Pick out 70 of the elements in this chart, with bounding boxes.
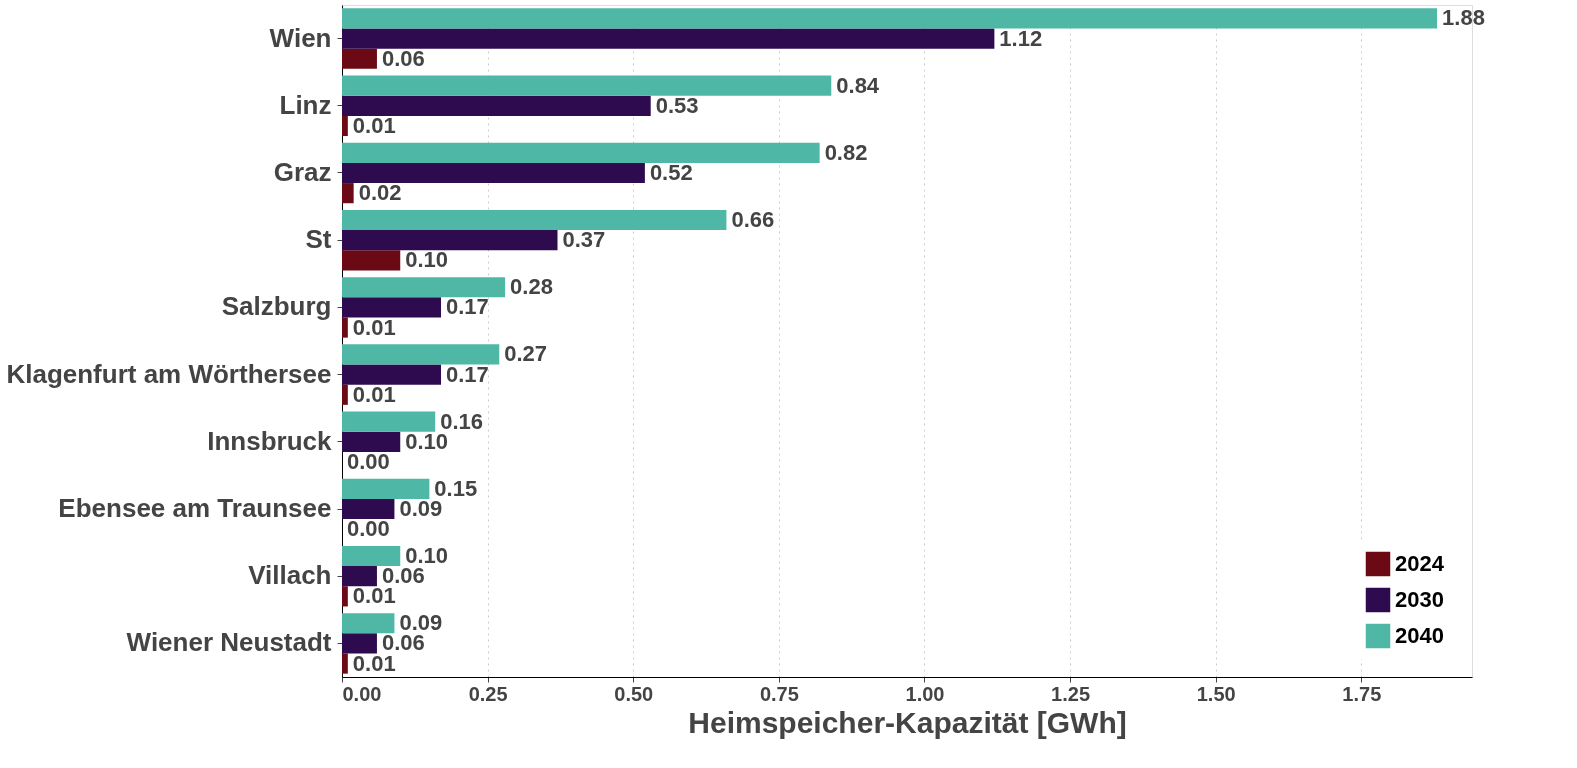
x-tick-label: 1.00: [905, 682, 945, 705]
data-label: 0.37: [562, 227, 606, 253]
data-label: 0.66: [731, 207, 775, 233]
x-tick-label: 1.50: [1196, 682, 1236, 705]
bar: [342, 28, 995, 49]
y-tick-label: Wiener Neustadt: [126, 627, 332, 658]
data-label: 0.06: [381, 45, 425, 71]
data-label: 0.02: [358, 180, 402, 206]
x-axis-title: Heimspeicher-Kapazität [GWh]: [688, 705, 1127, 739]
bar: [342, 142, 820, 163]
x-tick-label: 1.75: [1342, 682, 1382, 705]
bar: [342, 653, 348, 674]
bar: [342, 498, 395, 520]
bar: [342, 162, 645, 184]
legend-label: 2030: [1395, 587, 1444, 612]
y-tick-label: Ebensee am Traunsee: [58, 493, 332, 523]
data-label: 0.00: [347, 448, 390, 474]
bar: [342, 209, 727, 231]
data-label: 0.53: [655, 92, 699, 118]
bar: [342, 384, 348, 405]
data-label: 0.17: [446, 361, 489, 387]
y-tick-label: Innsbruck: [207, 425, 333, 456]
data-label: 0.00: [347, 516, 390, 542]
y-tick-label: St: [305, 224, 332, 255]
bar: [342, 633, 377, 654]
data-label: 1.12: [999, 25, 1043, 51]
bar: [342, 344, 500, 365]
y-tick-label: Klagenfurt am Wörthersee: [6, 358, 332, 389]
data-label: 0.27: [504, 341, 548, 367]
y-tick-label: Villach: [248, 560, 332, 591]
data-label: 0.17: [446, 294, 489, 320]
bar: [342, 613, 395, 634]
bar: [342, 115, 348, 137]
y-tick-label: Linz: [279, 89, 332, 120]
x-tick-label: 0.00: [342, 682, 382, 705]
data-label: 0.10: [405, 247, 449, 273]
bar: [342, 230, 558, 251]
x-tick-label: 1.25: [1051, 682, 1091, 705]
bar: [342, 431, 401, 452]
data-label: 0.82: [824, 139, 868, 165]
bar: [342, 478, 430, 499]
bar: [342, 317, 348, 338]
bar: [342, 411, 436, 432]
bar: [342, 364, 442, 385]
data-label: 1.88: [1442, 5, 1485, 31]
bar: [342, 48, 377, 69]
data-label: 0.01: [352, 314, 396, 340]
bar: [342, 566, 377, 587]
bar: [342, 297, 442, 318]
legend-label: 2040: [1395, 623, 1444, 648]
bar: [342, 75, 832, 96]
x-tick-label: 0.25: [468, 682, 508, 705]
bar: [342, 586, 348, 607]
x-tick-label: 0.50: [614, 682, 654, 705]
bar: [342, 8, 1438, 29]
data-label: 0.84: [836, 72, 880, 98]
y-tick-label: Wien: [269, 22, 332, 53]
data-label: 0.01: [352, 381, 396, 407]
bar: [342, 95, 651, 116]
y-tick-label: Graz: [273, 157, 332, 187]
data-label: 0.28: [510, 274, 553, 300]
data-label: 0.01: [352, 112, 396, 138]
bar: [342, 545, 401, 567]
bar: [342, 250, 401, 271]
bar: [342, 183, 354, 204]
legend-label: 2024: [1395, 551, 1445, 576]
x-tick-label: 0.75: [759, 682, 799, 705]
y-tick-label: Salzburg: [221, 291, 332, 322]
bar: [342, 277, 506, 298]
data-label: 0.52: [649, 160, 693, 185]
